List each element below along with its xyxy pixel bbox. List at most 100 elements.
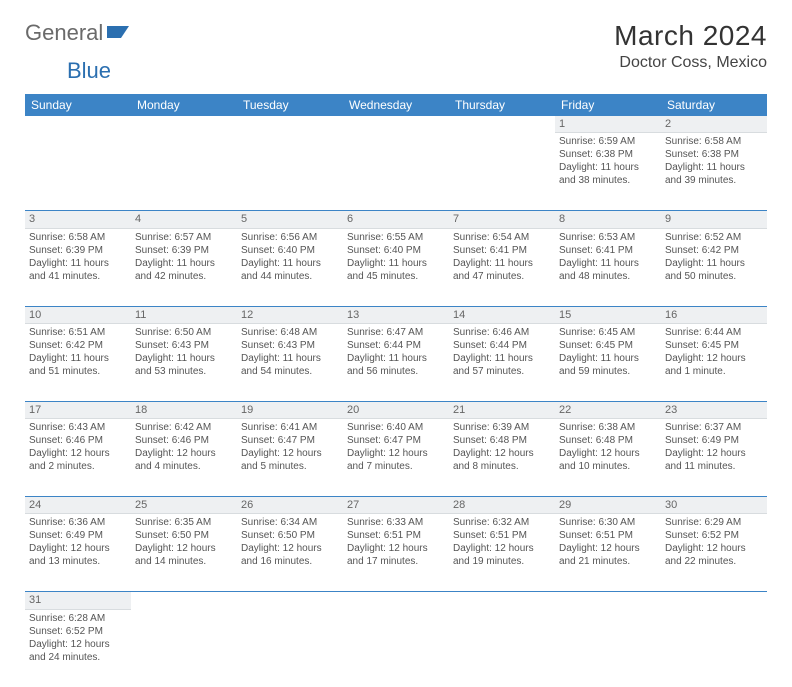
- daylight-text: and 13 minutes.: [29, 555, 127, 568]
- logo-flag-icon: [107, 20, 131, 46]
- day-number-cell: [237, 592, 343, 609]
- daylight-text: Daylight: 11 hours: [347, 257, 445, 270]
- day-number-cell: 20: [343, 401, 449, 418]
- daylight-text: and 59 minutes.: [559, 365, 657, 378]
- day-details-cell: Sunrise: 6:35 AMSunset: 6:50 PMDaylight:…: [131, 514, 237, 592]
- daylight-text: Daylight: 12 hours: [241, 447, 339, 460]
- day-number-row: 3456789: [25, 211, 767, 228]
- sunset-text: Sunset: 6:46 PM: [135, 434, 233, 447]
- daylight-text: Daylight: 11 hours: [241, 257, 339, 270]
- daylight-text: and 22 minutes.: [665, 555, 763, 568]
- daylight-text: Daylight: 12 hours: [665, 542, 763, 555]
- day-details-cell: Sunrise: 6:58 AMSunset: 6:39 PMDaylight:…: [25, 228, 131, 306]
- daylight-text: Daylight: 12 hours: [135, 542, 233, 555]
- day-details-cell: Sunrise: 6:54 AMSunset: 6:41 PMDaylight:…: [449, 228, 555, 306]
- sunrise-text: Sunrise: 6:32 AM: [453, 516, 551, 529]
- day-details-cell: Sunrise: 6:58 AMSunset: 6:38 PMDaylight:…: [661, 133, 767, 211]
- daylight-text: Daylight: 12 hours: [559, 542, 657, 555]
- daylight-text: Daylight: 12 hours: [29, 542, 127, 555]
- daylight-text: and 1 minute.: [665, 365, 763, 378]
- day-details-cell: Sunrise: 6:30 AMSunset: 6:51 PMDaylight:…: [555, 514, 661, 592]
- day-number-cell: 12: [237, 306, 343, 323]
- daylight-text: Daylight: 11 hours: [135, 257, 233, 270]
- sunset-text: Sunset: 6:45 PM: [665, 339, 763, 352]
- sunrise-text: Sunrise: 6:47 AM: [347, 326, 445, 339]
- daylight-text: Daylight: 11 hours: [559, 352, 657, 365]
- day-details-row: Sunrise: 6:36 AMSunset: 6:49 PMDaylight:…: [25, 514, 767, 592]
- daylight-text: and 4 minutes.: [135, 460, 233, 473]
- day-details-cell: Sunrise: 6:33 AMSunset: 6:51 PMDaylight:…: [343, 514, 449, 592]
- weekday-header: Tuesday: [237, 94, 343, 116]
- day-number-cell: 3: [25, 211, 131, 228]
- logo-text-1: General: [25, 20, 103, 46]
- day-number: 3: [29, 213, 35, 225]
- day-details-cell: Sunrise: 6:46 AMSunset: 6:44 PMDaylight:…: [449, 323, 555, 401]
- day-details-cell: Sunrise: 6:50 AMSunset: 6:43 PMDaylight:…: [131, 323, 237, 401]
- daylight-text: Daylight: 12 hours: [453, 447, 551, 460]
- day-number-cell: 26: [237, 497, 343, 514]
- daylight-text: and 56 minutes.: [347, 365, 445, 378]
- day-number: 10: [29, 309, 41, 321]
- day-number: 22: [559, 404, 571, 416]
- daylight-text: and 48 minutes.: [559, 270, 657, 283]
- day-number-row: 10111213141516: [25, 306, 767, 323]
- day-details-cell: Sunrise: 6:47 AMSunset: 6:44 PMDaylight:…: [343, 323, 449, 401]
- calendar-table: SundayMondayTuesdayWednesdayThursdayFrid…: [25, 94, 767, 687]
- day-number-cell: [449, 116, 555, 133]
- day-details-cell: [237, 133, 343, 211]
- day-number: 30: [665, 499, 677, 511]
- day-number-cell: [131, 116, 237, 133]
- day-details-cell: [131, 609, 237, 687]
- daylight-text: and 45 minutes.: [347, 270, 445, 283]
- day-number: 27: [347, 499, 359, 511]
- day-number-cell: 25: [131, 497, 237, 514]
- daylight-text: and 11 minutes.: [665, 460, 763, 473]
- weekday-header: Wednesday: [343, 94, 449, 116]
- weekday-header: Monday: [131, 94, 237, 116]
- daylight-text: and 54 minutes.: [241, 365, 339, 378]
- sunset-text: Sunset: 6:43 PM: [135, 339, 233, 352]
- weekday-header: Sunday: [25, 94, 131, 116]
- sunrise-text: Sunrise: 6:30 AM: [559, 516, 657, 529]
- sunset-text: Sunset: 6:51 PM: [347, 529, 445, 542]
- day-details-cell: Sunrise: 6:51 AMSunset: 6:42 PMDaylight:…: [25, 323, 131, 401]
- sunrise-text: Sunrise: 6:51 AM: [29, 326, 127, 339]
- logo-text-2: Blue: [67, 58, 111, 83]
- day-number-cell: 2: [661, 116, 767, 133]
- sunrise-text: Sunrise: 6:58 AM: [665, 135, 763, 148]
- day-number: 19: [241, 404, 253, 416]
- day-number-cell: 19: [237, 401, 343, 418]
- day-number: 20: [347, 404, 359, 416]
- sunset-text: Sunset: 6:50 PM: [135, 529, 233, 542]
- day-details-cell: [237, 609, 343, 687]
- daylight-text: and 16 minutes.: [241, 555, 339, 568]
- daylight-text: and 7 minutes.: [347, 460, 445, 473]
- day-number: 25: [135, 499, 147, 511]
- day-details-row: Sunrise: 6:51 AMSunset: 6:42 PMDaylight:…: [25, 323, 767, 401]
- sunrise-text: Sunrise: 6:37 AM: [665, 421, 763, 434]
- day-number: 4: [135, 213, 141, 225]
- day-number-cell: 10: [25, 306, 131, 323]
- sunrise-text: Sunrise: 6:58 AM: [29, 231, 127, 244]
- day-number-cell: 18: [131, 401, 237, 418]
- sunset-text: Sunset: 6:52 PM: [29, 625, 127, 638]
- day-details-cell: Sunrise: 6:41 AMSunset: 6:47 PMDaylight:…: [237, 419, 343, 497]
- sunset-text: Sunset: 6:39 PM: [29, 244, 127, 257]
- sunset-text: Sunset: 6:42 PM: [665, 244, 763, 257]
- daylight-text: and 21 minutes.: [559, 555, 657, 568]
- sunset-text: Sunset: 6:47 PM: [241, 434, 339, 447]
- sunrise-text: Sunrise: 6:45 AM: [559, 326, 657, 339]
- day-number: 23: [665, 404, 677, 416]
- sunset-text: Sunset: 6:40 PM: [347, 244, 445, 257]
- day-number-cell: 1: [555, 116, 661, 133]
- daylight-text: and 38 minutes.: [559, 174, 657, 187]
- daylight-text: Daylight: 12 hours: [453, 542, 551, 555]
- day-details-cell: [25, 133, 131, 211]
- daylight-text: and 57 minutes.: [453, 365, 551, 378]
- sunrise-text: Sunrise: 6:35 AM: [135, 516, 233, 529]
- day-number-cell: 6: [343, 211, 449, 228]
- day-number-row: 17181920212223: [25, 401, 767, 418]
- sunset-text: Sunset: 6:44 PM: [347, 339, 445, 352]
- day-number: 21: [453, 404, 465, 416]
- sunrise-text: Sunrise: 6:53 AM: [559, 231, 657, 244]
